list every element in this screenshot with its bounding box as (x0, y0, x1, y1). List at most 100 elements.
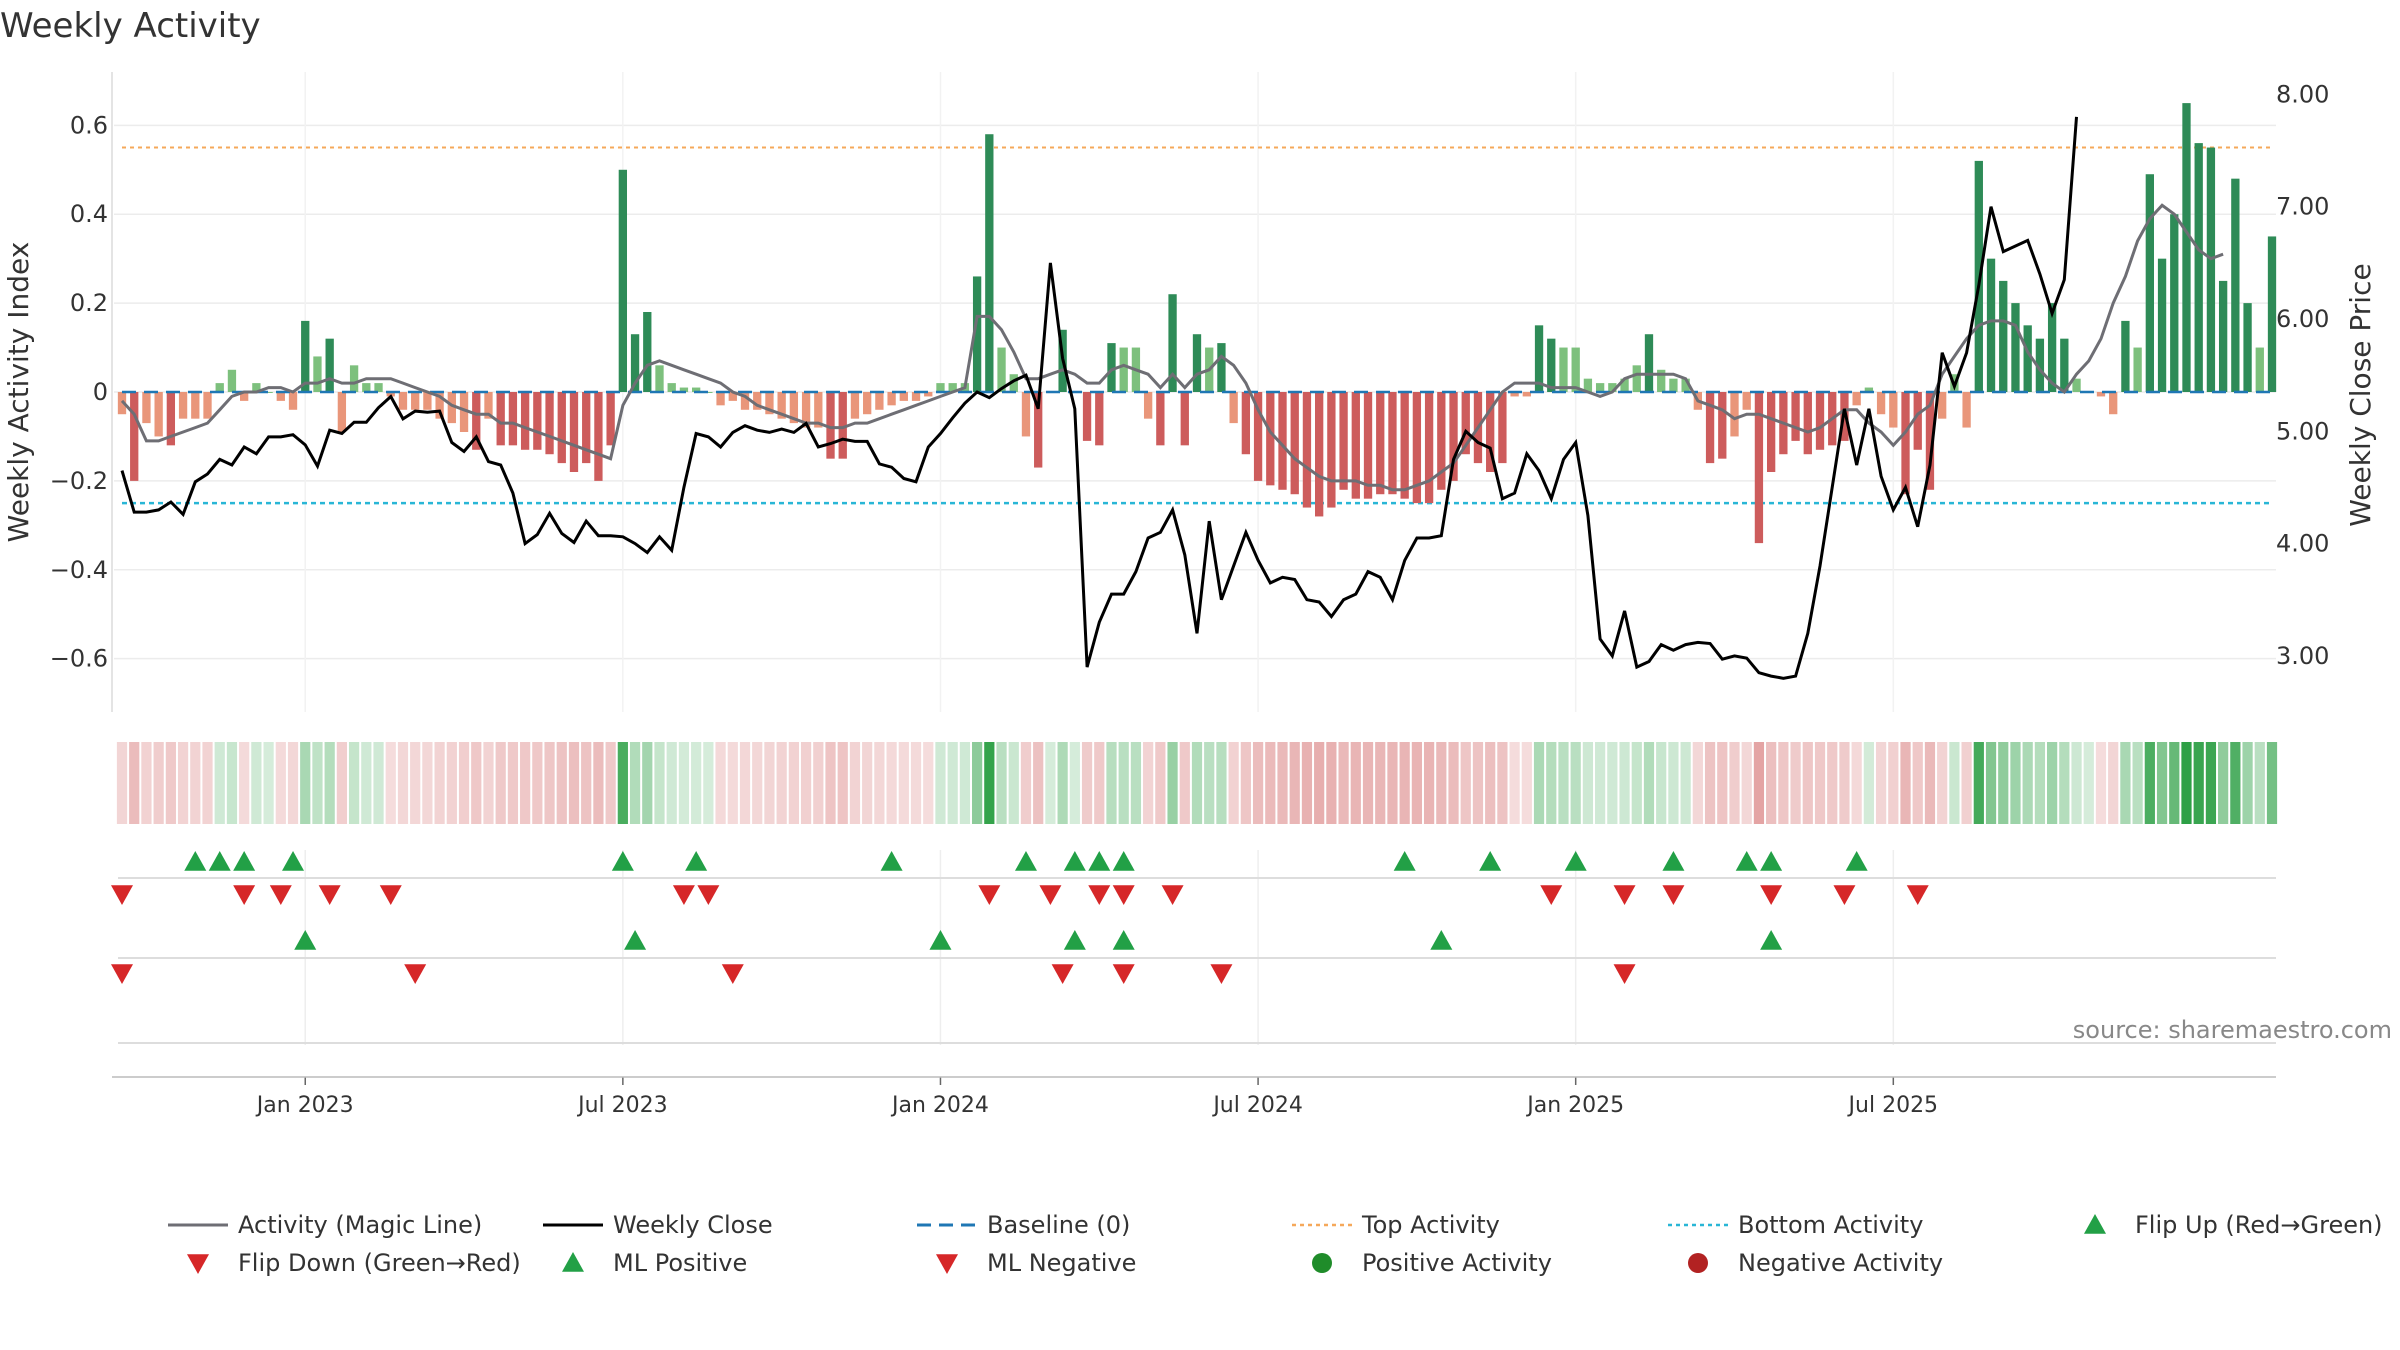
weekly-close-line (120, 116, 2078, 680)
activity-heat-cell (1094, 742, 1105, 824)
activity-heat-cell (1717, 742, 1728, 824)
flip-up-marker (208, 851, 231, 871)
activity-heat-cell (1607, 742, 1618, 824)
activity-bar (1522, 392, 1531, 397)
activity-heat-cell (1204, 742, 1215, 824)
activity-heat-cell (1069, 742, 1080, 824)
activity-heat-cell (666, 742, 677, 824)
activity-bar (1595, 383, 1605, 392)
activity-heat-cell (202, 742, 213, 824)
activity-bar (325, 338, 334, 392)
activity-bar (1632, 365, 1641, 392)
activity-heat-cell (300, 742, 311, 824)
activity-bar (1962, 392, 1971, 428)
flip-up-marker (1112, 851, 1135, 871)
activity-bar (1388, 392, 1397, 495)
activity-heat-cell (507, 742, 519, 824)
y-tick-label: −0.4 (50, 556, 108, 584)
activity-heat-cell (1900, 742, 1911, 824)
activity-bar (985, 134, 994, 392)
activity-bar (1437, 392, 1446, 490)
activity-heat-cell (410, 742, 421, 824)
ml-negative-marker (1112, 964, 1135, 984)
activity-bar (1119, 347, 1128, 392)
flip-down-marker (1662, 885, 1685, 905)
activity-bar (2145, 174, 2154, 392)
activity-bar (838, 392, 847, 459)
activity-bar (545, 392, 554, 455)
activity-bar (2109, 392, 2118, 415)
activity-heat-cell (1326, 742, 1337, 824)
x-tick-label: Jul 2023 (576, 1093, 668, 1118)
activity-heat-cell (1252, 742, 1264, 824)
activity-heat-cell (1692, 742, 1703, 824)
activity-heat-cell (1411, 742, 1422, 824)
flip-down-marker (269, 885, 292, 905)
activity-heat-cell (275, 742, 286, 824)
flip-up-marker (1479, 851, 1502, 871)
ml-negative-marker (721, 964, 744, 984)
activity-bar (765, 392, 774, 415)
activity-bar (972, 276, 982, 392)
activity-heat-cell (1448, 742, 1459, 824)
activity-heat-cell (1839, 742, 1850, 824)
activity-bar (1876, 392, 1886, 415)
activity-bar (875, 392, 884, 410)
activity-heat-cell (434, 742, 445, 824)
activity-heat-cell (1118, 742, 1129, 824)
activity-bar (447, 392, 456, 424)
activity-heat-cell (959, 742, 971, 824)
activity-heat-cell (1704, 742, 1716, 824)
activity-bar (1510, 392, 1519, 397)
y2-tick-label: 7.00 (2276, 193, 2329, 221)
legend-label: Baseline (0) (987, 1211, 1130, 1239)
flip-down-marker (672, 885, 695, 905)
activity-heat-cell (385, 742, 396, 824)
activity-bar (1021, 392, 1031, 437)
y-tick-label: −0.2 (50, 467, 108, 495)
x-tick-label: Jan 2023 (255, 1093, 354, 1118)
activity-heat-cell (2181, 742, 2192, 824)
activity-bar (1705, 392, 1715, 464)
activity-bar (1864, 387, 1874, 392)
activity-bar (252, 383, 261, 392)
source-note: source: sharemaestro.com (2073, 1016, 2392, 1044)
activity-bar (1278, 392, 1287, 490)
activity-bar (520, 392, 530, 450)
activity-heat-cell (116, 742, 128, 824)
legend-label: Activity (Magic Line) (238, 1211, 482, 1239)
activity-heat-cell (1643, 742, 1655, 824)
activity-heat-cell (1362, 742, 1374, 824)
activity-heat-cell (1595, 742, 1606, 824)
legend-swatch-circle (1312, 1253, 1332, 1273)
activity-heat-cell (1582, 742, 1594, 824)
activity-bar (166, 392, 176, 446)
activity-bar (704, 392, 713, 393)
activity-heat-cell (1668, 742, 1679, 824)
flip-up-marker (1845, 851, 1868, 871)
activity-heat-cell (1387, 742, 1398, 824)
activity-bar (1351, 392, 1360, 499)
activity-bar (814, 392, 823, 428)
flip-up-marker (233, 851, 256, 871)
activity-bar (2072, 378, 2081, 392)
y2-axis-title: Weekly Close Price (2344, 263, 2377, 526)
activity-bar (398, 392, 408, 410)
activity-bar (679, 387, 689, 392)
activity-bar (191, 392, 200, 419)
activity-bar (1192, 334, 1202, 392)
activity-heat-cell (2230, 742, 2241, 824)
activity-bar (826, 392, 835, 459)
activity-heat-cell (1802, 742, 1813, 824)
activity-heat-cell (1399, 742, 1410, 824)
activity-bar (215, 383, 224, 392)
y-tick-label: 0.2 (70, 289, 108, 317)
activity-bar (411, 392, 420, 410)
activity-bar (630, 334, 640, 392)
activity-heat-cell (1460, 742, 1471, 824)
activity-heat-cell (2095, 742, 2107, 824)
activity-heat-cell (2254, 742, 2265, 824)
ml-negative-marker (1613, 964, 1636, 984)
chart-title: Weekly Activity (0, 6, 261, 46)
activity-heat-cell (165, 742, 176, 824)
